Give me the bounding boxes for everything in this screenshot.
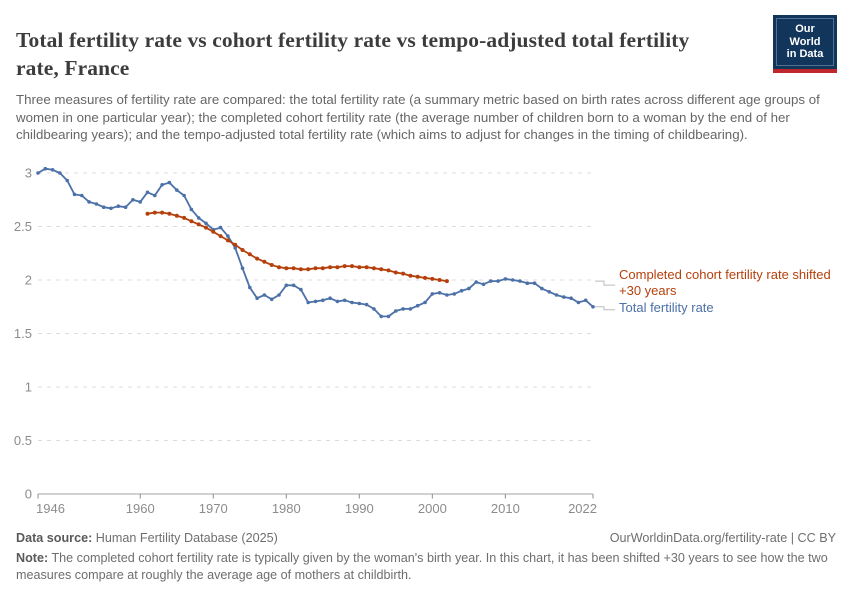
x-axis-label: 2000 — [418, 501, 447, 516]
fertility-chart-svg: 0 0.5 1 1.5 2 2.5 3 1946 1960 1970 1980 1990 2000 201… — [14, 166, 615, 516]
legend-connector-cohort — [595, 280, 615, 286]
attribution-link[interactable]: OurWorldinData.org/fertility-rate | CC B… — [609, 531, 836, 545]
y-axis-label: 2.5 — [14, 219, 32, 234]
x-axis-label: 1970 — [199, 501, 228, 516]
owid-logo-text: Our World in Data — [776, 18, 834, 66]
note-value: The completed cohort fertility rate is t… — [16, 551, 828, 582]
y-axis-label: 3 — [25, 166, 32, 181]
page-title: Total fertility rate vs cohort fertility… — [16, 28, 690, 81]
y-axis-label: 2 — [25, 273, 32, 288]
chart-note: Note: The completed cohort fertility rat… — [16, 550, 836, 583]
x-axis-label: 1946 — [36, 501, 65, 516]
legend-cohort-fertility[interactable]: Completed cohort fertility rate shifted … — [619, 267, 831, 298]
owid-logo-line1: Our World — [789, 23, 821, 48]
y-axis-label: 1.5 — [14, 326, 32, 341]
chart-footer: Data source: Human Fertility Database (2… — [16, 530, 836, 583]
y-axis-label: 0 — [25, 487, 32, 502]
series-cohort-fertility-rate[interactable] — [145, 210, 449, 284]
x-axis: 1946 1960 1970 1980 1990 2000 2010 2022 — [36, 494, 597, 516]
line-chart: 0 0.5 1 1.5 2 2.5 3 1946 1960 1970 1980 1990 2000 201… — [0, 155, 850, 530]
x-axis-label: 1980 — [272, 501, 301, 516]
x-axis-label: 2010 — [491, 501, 520, 516]
legend-connector-tfr — [595, 306, 615, 311]
note-label: Note: — [16, 551, 49, 565]
y-axis-label: 1 — [25, 380, 32, 395]
owid-logo-red-bar — [773, 68, 837, 73]
x-axis-label: 2022 — [568, 501, 597, 516]
x-axis-label: 1990 — [345, 501, 374, 516]
x-axis-label: 1960 — [126, 501, 155, 516]
data-source-value: Human Fertility Database (2025) — [92, 531, 278, 545]
data-source-label: Data source: — [16, 531, 93, 545]
chart-subtitle: Three measures of fertility rate are com… — [16, 92, 820, 142]
legend-total-fertility[interactable]: Total fertility rate — [619, 300, 714, 315]
series-total-fertility-rate[interactable] — [36, 166, 595, 319]
owid-logo: Our World in Data — [773, 15, 837, 73]
y-axis-label: 0.5 — [14, 433, 32, 448]
owid-logo-line2: in Data — [786, 48, 824, 60]
data-source: Data source: Human Fertility Database (2… — [16, 530, 278, 547]
y-gridlines: 0 0.5 1 1.5 2 2.5 3 — [14, 166, 593, 502]
